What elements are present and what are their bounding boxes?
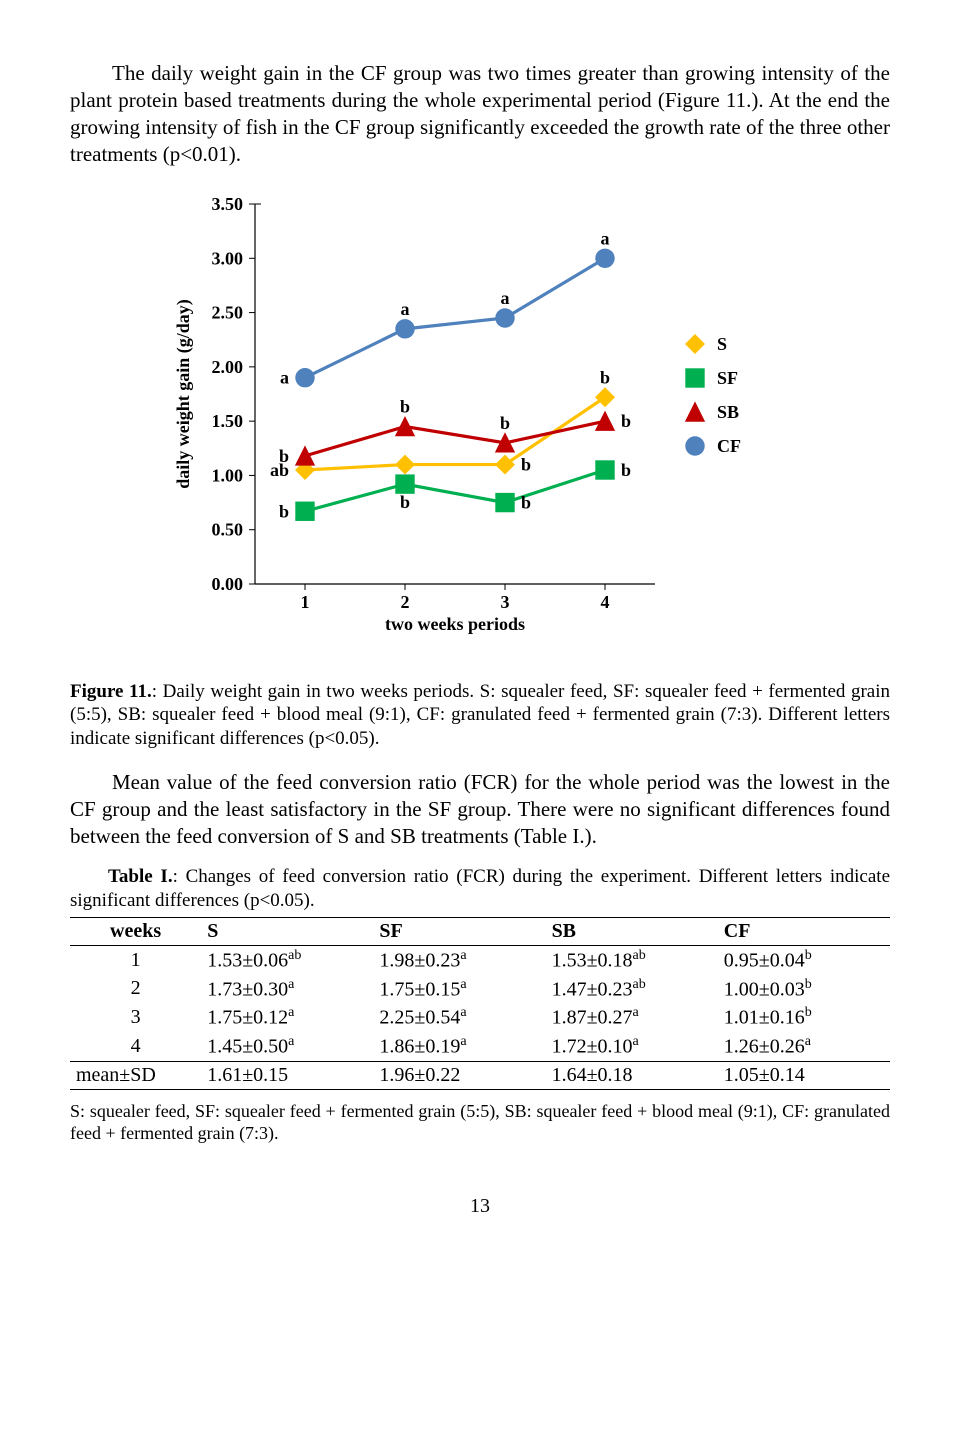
table-footnote: S: squealer feed, SF: squealer feed + fe… [70,1100,890,1145]
table-cell: 1.26±0.26a [718,1032,890,1061]
table-cell: 1.87±0.27a [546,1003,718,1032]
table-cell: 1.75±0.12a [201,1003,373,1032]
table-cell: 1.96±0.22 [373,1061,545,1089]
fcr-table: weeksSSFSBCF 11.53±0.06ab1.98±0.23a1.53±0… [70,917,890,1090]
svg-text:b: b [400,492,410,512]
intro-paragraph: The daily weight gain in the CF group wa… [70,60,890,168]
table-header: CF [718,917,890,945]
svg-text:two weeks periods: two weeks periods [385,614,525,634]
svg-text:SB: SB [717,402,739,422]
table-cell: 1.72±0.10a [546,1032,718,1061]
table-1-caption: Table I.: Changes of feed conversion rat… [70,865,890,913]
svg-text:2: 2 [401,592,410,612]
figure-11-caption: Figure 11.: Daily weight gain in two wee… [70,680,890,751]
table-cell: 1.61±0.15 [201,1061,373,1089]
table-header: SB [546,917,718,945]
svg-text:b: b [521,454,531,474]
page-number: 13 [70,1195,890,1218]
table-cell: 1.00±0.03b [718,975,890,1004]
svg-text:2.00: 2.00 [212,356,244,376]
table-cell: 1.64±0.18 [546,1061,718,1089]
svg-text:a: a [601,228,610,248]
table-header: weeks [70,917,201,945]
svg-text:b: b [521,492,531,512]
svg-text:daily weight gain (g/day): daily weight gain (g/day) [173,299,194,489]
table-cell: 2.25±0.54a [373,1003,545,1032]
table-cell: 1.98±0.23a [373,945,545,974]
figure-caption-body: : Daily weight gain in two weeks periods… [70,681,890,750]
table-cell: 2 [70,975,201,1004]
table-cell: 1 [70,945,201,974]
table-cell: 1.75±0.15a [373,975,545,1004]
svg-text:1: 1 [301,592,310,612]
table-header: SF [373,917,545,945]
table-header: S [201,917,373,945]
svg-text:4: 4 [601,592,610,612]
table-cell: 1.53±0.18ab [546,945,718,974]
svg-text:SF: SF [717,368,738,388]
table-cell: mean±SD [70,1061,201,1089]
svg-text:3: 3 [501,592,510,612]
svg-text:a: a [501,288,510,308]
svg-text:1.50: 1.50 [212,411,244,431]
table-cell: 1.47±0.23ab [546,975,718,1004]
svg-text:b: b [279,445,289,465]
table-cell: 1.45±0.50a [201,1032,373,1061]
table-cell: 1.05±0.14 [718,1061,890,1089]
svg-text:b: b [500,412,510,432]
svg-text:b: b [400,396,410,416]
figure-11-chart: 0.00 0.50 1.00 1.50 2.00 2.50 3.00 3.50 1 2 3 4 two … [70,184,890,664]
table-caption-lead: Table I. [108,866,173,887]
table-cell: 1.53±0.06ab [201,945,373,974]
svg-text:a: a [401,298,410,318]
svg-text:CF: CF [717,436,741,456]
svg-text:2.50: 2.50 [212,302,244,322]
table-cell: 1.73±0.30a [201,975,373,1004]
table-caption-body: : Changes of feed conversion ratio (FCR)… [70,866,890,911]
table-cell: 0.95±0.04b [718,945,890,974]
svg-text:b: b [600,367,610,387]
svg-text:1.00: 1.00 [212,465,244,485]
svg-text:3.50: 3.50 [212,194,244,214]
svg-text:3.00: 3.00 [212,248,244,268]
svg-text:0.50: 0.50 [212,519,244,539]
svg-text:0.00: 0.00 [212,574,244,594]
table-cell: 1.86±0.19a [373,1032,545,1061]
table-cell: 4 [70,1032,201,1061]
fcr-paragraph: Mean value of the feed conversion ratio … [70,769,890,850]
svg-text:a: a [280,367,289,387]
svg-text:b: b [621,411,631,431]
svg-text:b: b [621,460,631,480]
table-cell: 3 [70,1003,201,1032]
svg-text:S: S [717,334,727,354]
svg-text:b: b [279,501,289,521]
figure-caption-lead: Figure 11. [70,681,152,702]
table-cell: 1.01±0.16b [718,1003,890,1032]
